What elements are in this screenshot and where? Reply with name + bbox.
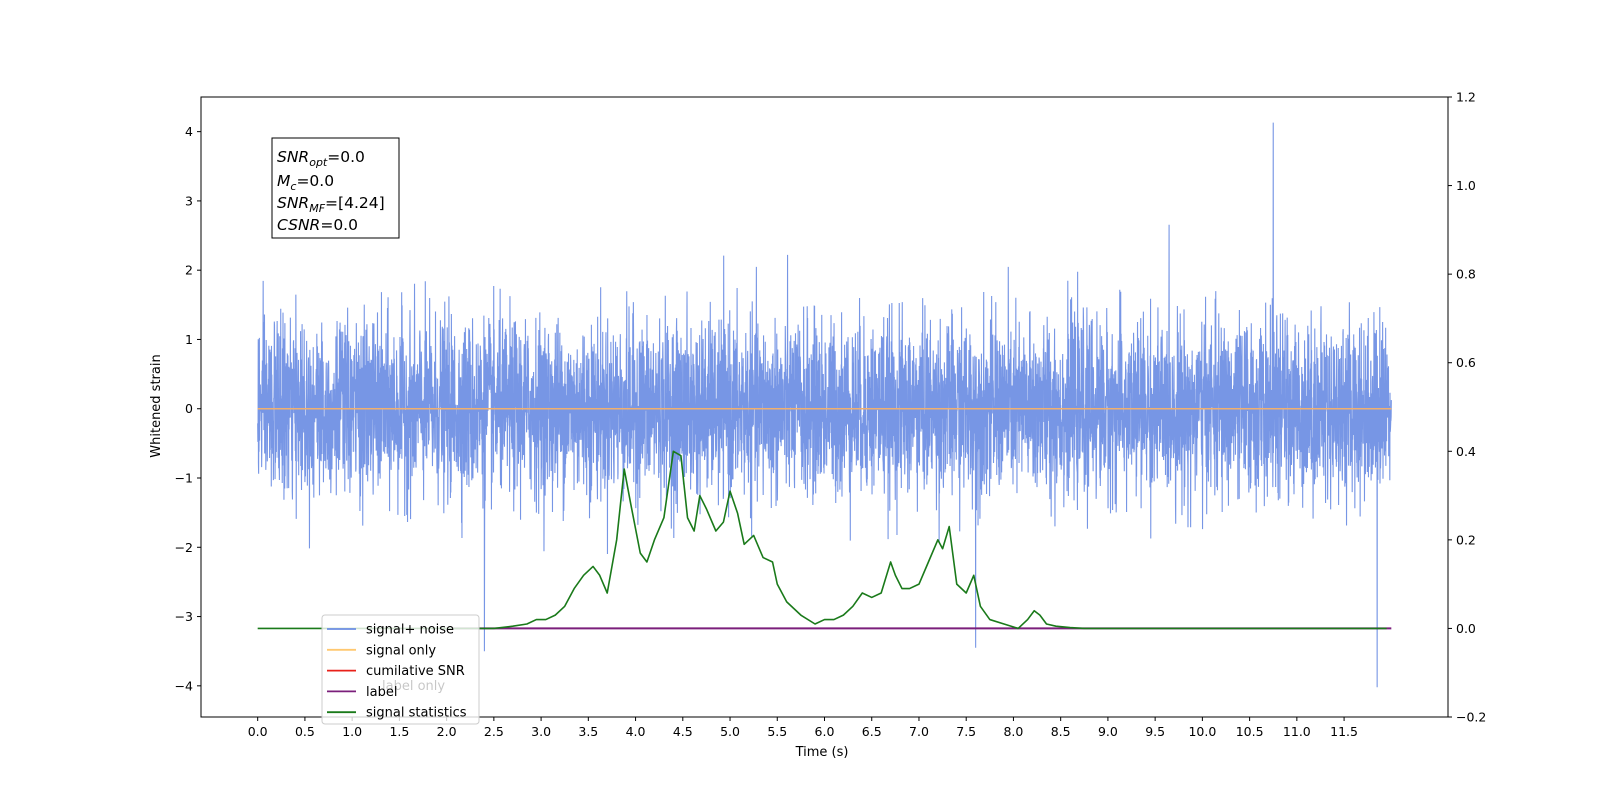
x-tick-label: 6.0 <box>815 724 835 739</box>
y-tick-label: 1 <box>185 332 193 347</box>
x-tick-label: 1.0 <box>342 724 362 739</box>
x-tick-label: 3.5 <box>578 724 598 739</box>
x-tick-label: 0.0 <box>248 724 268 739</box>
legend-frame <box>321 614 480 725</box>
y-right-tick-label: 0.0 <box>1456 621 1476 636</box>
x-tick-label: 6.5 <box>862 724 882 739</box>
x-tick-label: 5.0 <box>720 724 740 739</box>
legend-item: signal statistics <box>327 706 467 721</box>
legend-label: signal statistics <box>366 706 467 721</box>
y-axis-left: −4 −3 −2 −1 0 1 2 3 4 <box>175 124 201 693</box>
legend-label: signal only <box>366 643 436 658</box>
x-tick-label: 7.5 <box>956 724 976 739</box>
legend-item: signal only <box>327 643 436 658</box>
x-axis-title: Time (s) <box>795 745 849 760</box>
y-right-tick-label: 0.4 <box>1456 444 1476 459</box>
stats-snr-opt: SNRopt=0.0 <box>277 148 365 169</box>
stats-mc: Mc=0.0 <box>277 172 334 193</box>
series-line-signal-plus-noise <box>257 122 1392 688</box>
x-tick-label: 8.0 <box>1003 724 1023 739</box>
y-axis-title: Whitened strain <box>149 354 164 457</box>
legend-item: cumilative SNR <box>327 664 465 679</box>
y-right-tick-label: 1.2 <box>1456 90 1476 105</box>
x-tick-label: 4.5 <box>673 724 693 739</box>
x-tick-label: 9.0 <box>1098 724 1118 739</box>
x-tick-label: 4.0 <box>626 724 646 739</box>
x-tick-label: 10.0 <box>1188 724 1216 739</box>
x-tick-label: 3.0 <box>531 724 551 739</box>
y-tick-label: 4 <box>185 124 193 139</box>
y-right-tick-label: 0.2 <box>1456 532 1476 547</box>
series-line-signal-statistics <box>257 450 1387 630</box>
x-tick-label: 10.5 <box>1236 724 1264 739</box>
legend-hidden-text: label only <box>382 679 445 694</box>
x-axis: 0.0 0.5 1.0 1.5 2.0 2.5 3.0 3.5 4.0 4.5 5.0 5.5 6.0 6… <box>248 717 1358 739</box>
x-tick-label: 2.5 <box>484 724 504 739</box>
y-right-tick-label: −0.2 <box>1456 710 1486 725</box>
series-signal-plus-noise <box>257 122 1392 688</box>
stats-snr-mf: SNRMF=[4.24] <box>277 194 385 215</box>
y-tick-label: 3 <box>185 193 193 208</box>
x-tick-label: 9.5 <box>1145 724 1165 739</box>
y-tick-label: −4 <box>175 678 193 693</box>
y-right-tick-label: 1.0 <box>1456 178 1476 193</box>
y-axis-right: −0.2 0.0 0.2 0.4 0.6 0.8 1.0 1.2 <box>1448 90 1486 725</box>
legend-item: signal+ noise <box>327 623 454 638</box>
stats-csnr: CSNR=0.0 <box>277 216 358 234</box>
plot-area <box>257 122 1392 688</box>
x-tick-label: 2.0 <box>437 724 457 739</box>
stats-box: SNRopt=0.0 Mc=0.0 SNRMF=[4.24] CSNR=0.0 <box>271 137 400 239</box>
legend: label only signal+ noise signal only cumil… <box>321 614 480 725</box>
legend-label: cumilative SNR <box>366 664 465 679</box>
y-right-tick-label: 0.8 <box>1456 267 1476 282</box>
legend-label: signal+ noise <box>366 623 454 638</box>
x-tick-label: 8.5 <box>1051 724 1071 739</box>
y-right-tick-label: 0.6 <box>1456 355 1476 370</box>
x-tick-label: 11.0 <box>1283 724 1311 739</box>
y-tick-label: 0 <box>185 401 193 416</box>
x-tick-label: 0.5 <box>295 724 315 739</box>
legend-label: label <box>366 685 397 700</box>
y-tick-label: −3 <box>175 609 193 624</box>
y-tick-label: 2 <box>185 263 193 278</box>
x-tick-label: 7.0 <box>909 724 929 739</box>
series-signal-statistics <box>257 450 1387 630</box>
y-tick-label: −2 <box>175 540 193 555</box>
x-tick-label: 5.5 <box>767 724 787 739</box>
x-tick-label: 1.5 <box>389 724 409 739</box>
x-tick-label: 11.5 <box>1330 724 1358 739</box>
legend-item: label <box>327 685 397 700</box>
y-tick-label: −1 <box>175 471 193 486</box>
